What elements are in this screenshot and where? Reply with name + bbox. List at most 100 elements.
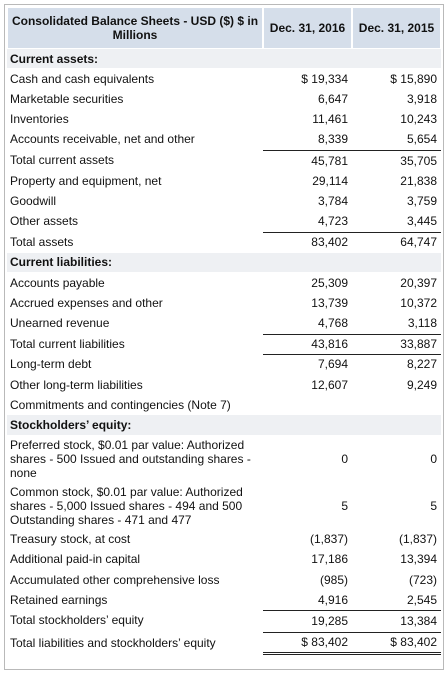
data-row: Accrued expenses and other 13,739 10,372 — [7, 293, 441, 314]
header-row: Consolidated Balance Sheets - USD ($) $ … — [7, 7, 441, 49]
section-row: Current liabilities: — [7, 252, 441, 274]
row-label: Treasury stock, at cost — [7, 530, 263, 550]
cell-value: 13,384 — [352, 610, 441, 632]
cell-value: 17,186 — [263, 550, 352, 570]
column-header: Dec. 31, 2016 — [263, 7, 352, 49]
empty-cell — [263, 395, 352, 416]
row-label: Accumulated other comprehensive loss — [7, 570, 263, 591]
cell-value: 4,723 — [263, 212, 352, 232]
data-row: Property and equipment, net 29,114 21,838 — [7, 171, 441, 192]
row-label: Total current assets — [7, 150, 263, 172]
data-row: Accumulated other comprehensive loss (985… — [7, 570, 441, 591]
data-row: Goodwill 3,784 3,759 — [7, 191, 441, 212]
cell-value: 0 — [263, 436, 352, 483]
row-label: Stockholders’ equity: — [7, 415, 263, 436]
data-row: Accounts payable 25,309 20,397 — [7, 273, 441, 294]
cell-value: 29,114 — [263, 171, 352, 192]
section-row: Stockholders’ equity: — [7, 415, 441, 436]
row-label: Preferred stock, $0.01 par value: Author… — [7, 436, 263, 483]
table-frame: Consolidated Balance Sheets - USD ($) $ … — [4, 4, 444, 670]
data-row: Other assets 4,723 3,445 — [7, 212, 441, 232]
cell-value: 6,647 — [263, 89, 352, 110]
row-label: Cash and cash equivalents — [7, 69, 263, 90]
cell-value: $ 19,334 — [263, 69, 352, 90]
row-label: Inventories — [7, 110, 263, 130]
data-row: Preferred stock, $0.01 par value: Author… — [7, 436, 441, 483]
section-row: Current assets: — [7, 49, 441, 70]
empty-cell — [263, 49, 352, 70]
cell-value: $ 83,402 — [263, 631, 352, 655]
cell-value: 4,768 — [263, 313, 352, 334]
cell-value: (1,837) — [263, 530, 352, 550]
data-row: Commitments and contingencies (Note 7) — [7, 395, 441, 416]
row-label: Current assets: — [7, 49, 263, 70]
cell-value: 43,816 — [263, 333, 352, 355]
cell-value: 20,397 — [352, 273, 441, 294]
cell-value: (1,837) — [352, 530, 441, 550]
cell-value: 13,739 — [263, 293, 352, 314]
cell-value: 25,309 — [263, 273, 352, 294]
row-label: Accrued expenses and other — [7, 293, 263, 314]
cell-value: 3,918 — [352, 89, 441, 110]
row-label: Commitments and contingencies (Note 7) — [7, 395, 263, 416]
cell-value: 12,607 — [263, 375, 352, 396]
cell-value: 11,461 — [263, 110, 352, 130]
cell-value: 2,545 — [352, 590, 441, 611]
cell-value: $ 15,890 — [352, 69, 441, 90]
data-row: Retained earnings 4,916 2,545 — [7, 590, 441, 611]
cell-value: 5 — [263, 483, 352, 530]
cell-value: 8,339 — [263, 130, 352, 150]
data-row: Additional paid-in capital 17,186 13,394 — [7, 550, 441, 570]
row-label: Additional paid-in capital — [7, 550, 263, 570]
cell-value: 21,838 — [352, 171, 441, 192]
cell-value: $ 83,402 — [352, 631, 441, 655]
cell-value: 10,372 — [352, 293, 441, 314]
cell-value: 0 — [352, 436, 441, 483]
cell-value: (723) — [352, 570, 441, 591]
row-label: Total assets — [7, 232, 263, 253]
data-row: Long-term debt 7,694 8,227 — [7, 355, 441, 375]
cell-value: 3,759 — [352, 191, 441, 212]
data-row: Total current assets 45,781 35,705 — [7, 149, 441, 172]
cell-value: 4,916 — [263, 590, 352, 611]
row-label: Accounts payable — [7, 273, 263, 294]
data-row: Inventories 11,461 10,243 — [7, 110, 441, 130]
row-label: Unearned revenue — [7, 313, 263, 334]
column-header: Dec. 31, 2015 — [352, 7, 441, 49]
row-label: Current liabilities: — [7, 252, 263, 274]
cell-value: 3,445 — [352, 212, 441, 232]
cell-value: 7,694 — [263, 355, 352, 375]
row-label: Total current liabilities — [7, 334, 263, 355]
table-title: Consolidated Balance Sheets - USD ($) $ … — [7, 7, 263, 49]
cell-value: 3,784 — [263, 191, 352, 212]
cell-value: 35,705 — [352, 149, 441, 172]
cell-value: 5,654 — [352, 130, 441, 150]
row-label: Goodwill — [7, 191, 263, 212]
data-row: Common stock, $0.01 par value: Authorize… — [7, 483, 441, 530]
cell-value: 64,747 — [352, 231, 441, 253]
cell-value: (985) — [263, 570, 352, 591]
empty-cell — [352, 49, 441, 70]
empty-cell — [352, 395, 441, 416]
data-row: Total assets 83,402 64,747 — [7, 231, 441, 253]
data-row: Cash and cash equivalents $ 19,334 $ 15,89… — [7, 69, 441, 90]
data-row: Unearned revenue 4,768 3,118 — [7, 313, 441, 334]
cell-value: 5 — [352, 483, 441, 530]
empty-cell — [352, 252, 441, 274]
row-label: Other assets — [7, 212, 263, 232]
row-label: Marketable securities — [7, 89, 263, 110]
cell-value: 3,118 — [352, 313, 441, 334]
cell-value: 9,249 — [352, 375, 441, 396]
data-row: Accounts receivable, net and other 8,339 5… — [7, 130, 441, 150]
cell-value: 8,227 — [352, 355, 441, 375]
empty-cell — [263, 415, 352, 436]
cell-value: 19,285 — [263, 610, 352, 632]
data-row: Marketable securities 6,647 3,918 — [7, 89, 441, 110]
data-row: Treasury stock, at cost (1,837) (1,837) — [7, 530, 441, 550]
cell-value: 83,402 — [263, 231, 352, 253]
row-label: Long-term debt — [7, 355, 263, 375]
table-body: Current assets: Cash and cash equivalents… — [7, 49, 441, 655]
row-label: Retained earnings — [7, 590, 263, 611]
cell-value: 13,394 — [352, 550, 441, 570]
